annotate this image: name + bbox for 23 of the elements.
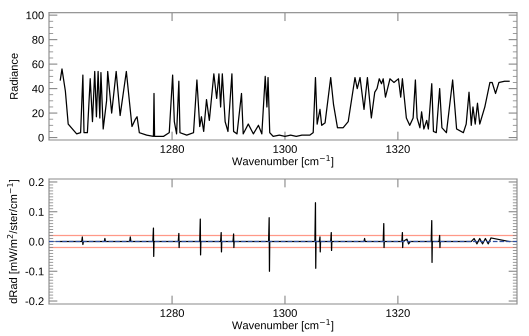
y-tick-label: 80 xyxy=(32,36,44,44)
x-axis-title: Wavenumber [cm$^{−1}$] xyxy=(232,155,334,168)
x-axis-title: Wavenumber [cm$^{−1}$] xyxy=(232,319,334,332)
y-tick-label: -0.2 xyxy=(25,297,44,306)
y-tick-label: 0 xyxy=(38,134,44,142)
y-tick-label: 0.1 xyxy=(29,208,44,216)
y-tick-label: 0.2 xyxy=(29,178,44,186)
y-tick-label: 40 xyxy=(32,84,44,93)
x-tick-label: 1300 xyxy=(273,145,297,154)
x-tick-label: 1300 xyxy=(273,309,297,318)
line-series xyxy=(60,202,510,272)
y-tick-label: 0.0 xyxy=(29,238,44,246)
y-tick-label: -0.1 xyxy=(25,268,44,276)
y-axis-title: dRad [mW/m$^{2}$/ster/cm$^{−1}$] xyxy=(6,180,20,304)
x-tick-label: 1320 xyxy=(386,145,410,154)
x-tick-label: 1320 xyxy=(386,309,410,318)
x-tick-label: 1280 xyxy=(160,309,184,318)
y-axis-title: Radiance xyxy=(10,53,18,99)
y-tick-label: 60 xyxy=(32,60,44,68)
x-tick-label: 1280 xyxy=(160,145,184,154)
y-tick-label: 20 xyxy=(32,109,44,118)
line-series xyxy=(60,68,510,137)
y-tick-label: 100 xyxy=(26,11,44,20)
